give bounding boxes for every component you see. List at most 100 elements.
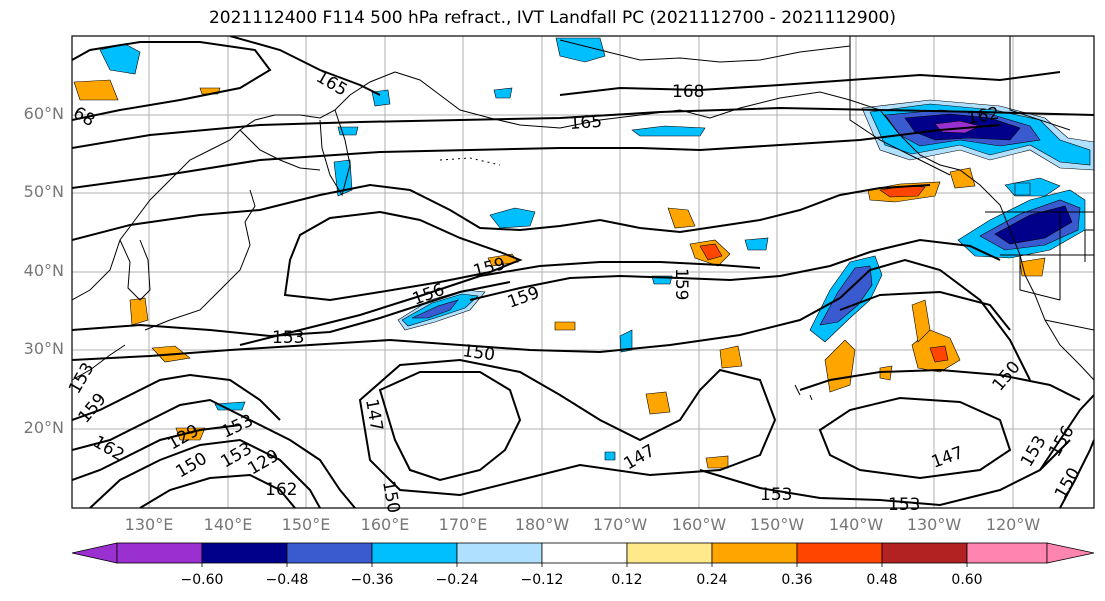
contour-sw-c xyxy=(89,438,321,508)
shade-pos-r xyxy=(129,297,149,326)
colorbar-segment xyxy=(71,542,118,564)
shade-nw-pac-mid xyxy=(411,299,459,319)
shade-spot-a xyxy=(744,237,769,251)
lat-label: 20°N xyxy=(23,418,64,437)
colorbar-tick-label: 0.24 xyxy=(696,572,728,588)
lon-label: 170°E xyxy=(438,515,488,534)
shade-pos-b-core xyxy=(699,243,723,261)
lon-label: 130°W xyxy=(906,515,962,534)
contour-label: 159 xyxy=(671,268,691,300)
colorbar-segment xyxy=(371,542,458,564)
lon-label: 180°W xyxy=(514,515,570,534)
shade-arctic-sky-a xyxy=(99,43,141,75)
coastlines xyxy=(72,39,1094,401)
contour-label: 162 xyxy=(90,432,128,466)
shade-pos-e xyxy=(824,339,856,393)
contour-label: 153 xyxy=(272,328,304,348)
contours xyxy=(72,36,1094,508)
colorbar-tick-label: 0.60 xyxy=(951,572,983,588)
lon-label: 140°W xyxy=(828,515,884,534)
lat-label: 40°N xyxy=(23,261,64,280)
contour-label: 150 xyxy=(378,479,403,514)
contour-label: 150 xyxy=(989,357,1025,395)
contour-label: 168 xyxy=(672,82,704,102)
plot-frame xyxy=(71,35,1095,509)
colorbar-tick-label: −0.12 xyxy=(520,572,564,588)
shade-pos-h xyxy=(719,345,743,369)
contour-sw-a xyxy=(72,373,281,421)
shade-spot-g xyxy=(493,87,513,99)
contour-153-east xyxy=(699,439,1071,507)
contour-150-east xyxy=(799,368,1081,401)
colorbar-tick-label: −0.60 xyxy=(180,572,224,588)
border-alaska-canada xyxy=(849,36,951,176)
shade-pos-i xyxy=(949,167,976,189)
contour-147-east xyxy=(818,396,1012,480)
contour-label: 147 xyxy=(621,441,659,475)
lat-label: 60°N xyxy=(23,104,64,123)
colorbar-segment xyxy=(626,542,713,564)
coast-kamchatka xyxy=(319,109,351,197)
shade-pos-d-core xyxy=(929,345,949,363)
contour-sw-d xyxy=(139,473,296,508)
shade-pos-f xyxy=(911,299,931,343)
lon-label: 120°W xyxy=(985,515,1041,534)
colorbar-segment xyxy=(966,542,1048,564)
contour-156 xyxy=(239,261,761,346)
lon-label: 130°E xyxy=(124,515,174,534)
contour-153 xyxy=(72,281,511,338)
shade-bering-sky-b xyxy=(631,125,706,137)
contour-label: 159 xyxy=(505,283,542,313)
colorbar-segment xyxy=(456,542,543,564)
colorbar-tick-label: 0.12 xyxy=(611,572,643,588)
colorbar-tick-label: −0.24 xyxy=(435,572,479,588)
colorbar-segment xyxy=(286,542,373,564)
coast-korea xyxy=(119,239,151,301)
colorbar-segment xyxy=(541,542,628,564)
lat-label: 30°N xyxy=(23,339,64,358)
coast-okhotsk xyxy=(239,129,321,171)
contour-168-north xyxy=(559,71,1061,96)
contour-165-north xyxy=(72,106,1094,149)
coast-alaska-north xyxy=(559,39,851,63)
contour-159-trough xyxy=(72,183,931,241)
contour-label: 159 xyxy=(471,254,508,282)
lon-label: 140°E xyxy=(203,515,253,534)
shade-arctic-sky-b xyxy=(555,37,606,63)
coast-china-south xyxy=(72,344,126,381)
contour-sw-e xyxy=(72,424,241,481)
shade-pos-q xyxy=(879,365,893,381)
border-state-b xyxy=(1019,255,1061,301)
lon-label: 160°E xyxy=(360,515,410,534)
colorbar-tick-label: −0.48 xyxy=(265,572,309,588)
shade-kamchatka-sky xyxy=(333,159,353,197)
map-title: 2021112400 F114 500 hPa refract., IVT La… xyxy=(208,8,896,28)
contour-label: 68 xyxy=(70,103,99,131)
shade-pos-n xyxy=(554,321,576,331)
shade-spot-b xyxy=(214,401,246,411)
colorbar-tick-label: 0.48 xyxy=(866,572,898,588)
coast-alaska xyxy=(394,71,1094,381)
contour-147-loop-a xyxy=(378,371,522,482)
border-state-d xyxy=(1084,229,1094,262)
border-canada-prov xyxy=(1009,36,1071,131)
contour-168-west xyxy=(72,41,272,121)
shade-bering-sky-a xyxy=(489,207,536,229)
shade-pos-k xyxy=(73,79,119,101)
contour-147-loop-b xyxy=(358,358,777,497)
negative-shading xyxy=(99,37,1094,461)
colorbar-tick-label: −0.36 xyxy=(350,572,394,588)
colorbar-tick-label: 0.36 xyxy=(781,572,813,588)
lon-label: 170°W xyxy=(592,515,648,534)
shade-pos-g xyxy=(645,391,671,415)
contour-label: 129 xyxy=(165,421,203,455)
contour-label: 153 xyxy=(760,485,792,505)
contour-se-b xyxy=(1059,439,1094,508)
shade-pos-o xyxy=(705,455,729,469)
contour-159-loop xyxy=(283,210,523,302)
contour-sw-b xyxy=(72,398,356,508)
shade-pos-c xyxy=(667,207,696,229)
contour-150 xyxy=(72,258,1031,381)
shade-spot-d xyxy=(619,329,633,353)
contour-162-north xyxy=(72,124,1001,189)
